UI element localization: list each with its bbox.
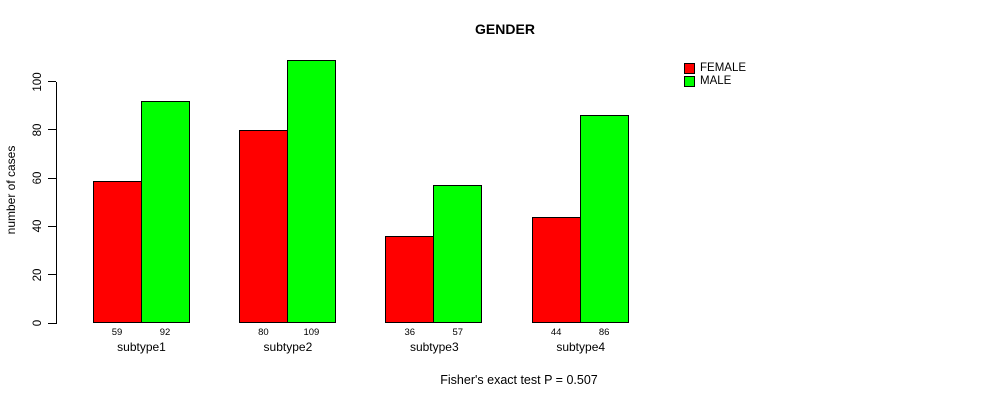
legend-label: MALE — [700, 75, 732, 87]
y-tick-label: 40 — [32, 220, 44, 233]
bar-male-subtype3 — [433, 185, 483, 323]
category-label: subtype2 — [263, 340, 313, 354]
bar-value-label: 36 — [404, 327, 416, 338]
legend: FEMALE MALE — [684, 62, 747, 87]
bar-value-label: 44 — [550, 327, 562, 338]
category-label: subtype4 — [556, 340, 606, 354]
bar-male-subtype1 — [140, 101, 190, 323]
y-tick — [48, 322, 56, 324]
bar-female-subtype2 — [238, 130, 288, 323]
chart-title: GENDER — [475, 21, 535, 37]
y-tick-label: 0 — [32, 319, 44, 327]
y-tick — [48, 177, 56, 179]
category-label: subtype1 — [117, 340, 166, 354]
y-axis-line — [56, 81, 57, 324]
y-tick — [48, 129, 56, 131]
bar-female-subtype1 — [92, 181, 142, 323]
bar-value-label: 80 — [258, 327, 269, 338]
legend-swatch-male — [684, 76, 695, 87]
bar-value-label: 57 — [452, 327, 464, 338]
y-tick — [48, 81, 56, 83]
bar-value-label: 59 — [111, 327, 123, 338]
y-tick-label: 100 — [32, 72, 44, 92]
y-tick-label: 60 — [32, 171, 44, 185]
y-tick — [48, 274, 56, 276]
y-tick-label: 80 — [32, 123, 44, 137]
bar-male-subtype4 — [579, 115, 629, 323]
legend-swatch-female — [684, 63, 695, 74]
bar-value-label: 86 — [598, 327, 610, 338]
fisher-test-annotation: Fisher's exact test P = 0.507 — [440, 373, 598, 387]
y-tick-label: 20 — [32, 268, 44, 282]
bar-female-subtype3 — [385, 236, 435, 323]
bar-male-subtype2 — [286, 60, 336, 323]
bar-value-label: 92 — [159, 327, 171, 338]
legend-item-female: FEMALE — [684, 62, 747, 74]
category-label: subtype3 — [409, 340, 459, 354]
y-tick — [48, 225, 56, 227]
legend-item-male: MALE — [684, 75, 746, 87]
bar-value-label: 109 — [303, 327, 320, 338]
legend-label: FEMALE — [700, 62, 747, 74]
bar-female-subtype4 — [531, 217, 581, 323]
